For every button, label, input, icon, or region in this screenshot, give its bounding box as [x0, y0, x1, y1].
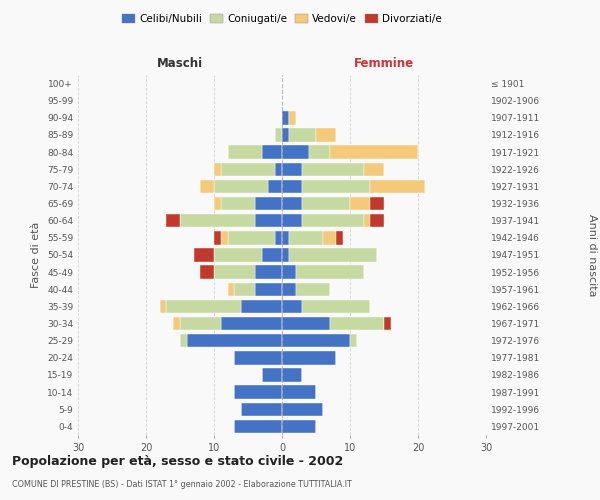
Text: COMUNE DI PRESTINE (BS) - Dati ISTAT 1° gennaio 2002 - Elaborazione TUTTITALIA.I: COMUNE DI PRESTINE (BS) - Dati ISTAT 1° …: [12, 480, 352, 489]
Bar: [214, 231, 221, 244]
Bar: [262, 368, 282, 382]
Bar: [282, 420, 316, 433]
Bar: [235, 351, 282, 364]
Text: Anni di nascita: Anni di nascita: [587, 214, 597, 296]
Bar: [302, 162, 364, 176]
Bar: [268, 180, 282, 193]
Bar: [289, 128, 316, 141]
Bar: [275, 162, 282, 176]
Bar: [364, 162, 384, 176]
Legend: Celibi/Nubili, Coniugati/e, Vedovi/e, Divorziati/e: Celibi/Nubili, Coniugati/e, Vedovi/e, Di…: [118, 10, 446, 29]
Bar: [384, 317, 391, 330]
Text: Maschi: Maschi: [157, 57, 203, 70]
Bar: [316, 128, 337, 141]
Bar: [282, 334, 350, 347]
Bar: [214, 266, 255, 279]
Bar: [194, 248, 214, 262]
Bar: [275, 128, 282, 141]
Bar: [370, 197, 384, 210]
Bar: [221, 197, 255, 210]
Bar: [302, 300, 370, 313]
Bar: [227, 231, 275, 244]
Bar: [227, 282, 235, 296]
Bar: [282, 282, 296, 296]
Bar: [282, 146, 309, 159]
Bar: [221, 162, 275, 176]
Bar: [370, 180, 425, 193]
Bar: [166, 214, 180, 228]
Bar: [364, 214, 370, 228]
Bar: [282, 317, 329, 330]
Bar: [235, 282, 255, 296]
Bar: [282, 300, 302, 313]
Bar: [227, 146, 262, 159]
Bar: [302, 197, 350, 210]
Bar: [214, 248, 262, 262]
Bar: [275, 231, 282, 244]
Bar: [187, 334, 282, 347]
Bar: [350, 197, 370, 210]
Bar: [282, 231, 289, 244]
Bar: [282, 128, 289, 141]
Bar: [282, 266, 296, 279]
Bar: [262, 146, 282, 159]
Bar: [289, 111, 296, 124]
Bar: [282, 162, 302, 176]
Bar: [296, 282, 329, 296]
Y-axis label: Fasce di età: Fasce di età: [31, 222, 41, 288]
Bar: [282, 368, 302, 382]
Bar: [160, 300, 166, 313]
Bar: [282, 180, 302, 193]
Bar: [180, 334, 187, 347]
Bar: [214, 197, 221, 210]
Bar: [370, 214, 384, 228]
Bar: [255, 214, 282, 228]
Bar: [309, 146, 329, 159]
Bar: [282, 402, 323, 416]
Bar: [173, 317, 180, 330]
Bar: [235, 386, 282, 399]
Bar: [200, 266, 214, 279]
Bar: [282, 111, 289, 124]
Bar: [329, 146, 418, 159]
Bar: [180, 214, 255, 228]
Bar: [214, 180, 268, 193]
Bar: [221, 317, 282, 330]
Bar: [289, 248, 377, 262]
Bar: [200, 180, 214, 193]
Bar: [337, 231, 343, 244]
Bar: [255, 266, 282, 279]
Bar: [262, 248, 282, 262]
Bar: [241, 402, 282, 416]
Bar: [302, 180, 370, 193]
Bar: [289, 231, 323, 244]
Bar: [180, 317, 221, 330]
Bar: [350, 334, 357, 347]
Bar: [166, 300, 241, 313]
Bar: [282, 351, 337, 364]
Bar: [302, 214, 364, 228]
Bar: [323, 231, 337, 244]
Bar: [221, 231, 227, 244]
Bar: [296, 266, 364, 279]
Bar: [282, 214, 302, 228]
Bar: [282, 197, 302, 210]
Bar: [255, 282, 282, 296]
Bar: [235, 420, 282, 433]
Text: Popolazione per età, sesso e stato civile - 2002: Popolazione per età, sesso e stato civil…: [12, 455, 343, 468]
Bar: [214, 162, 221, 176]
Bar: [329, 317, 384, 330]
Bar: [255, 197, 282, 210]
Bar: [241, 300, 282, 313]
Bar: [282, 248, 289, 262]
Bar: [282, 386, 316, 399]
Text: Femmine: Femmine: [354, 57, 414, 70]
